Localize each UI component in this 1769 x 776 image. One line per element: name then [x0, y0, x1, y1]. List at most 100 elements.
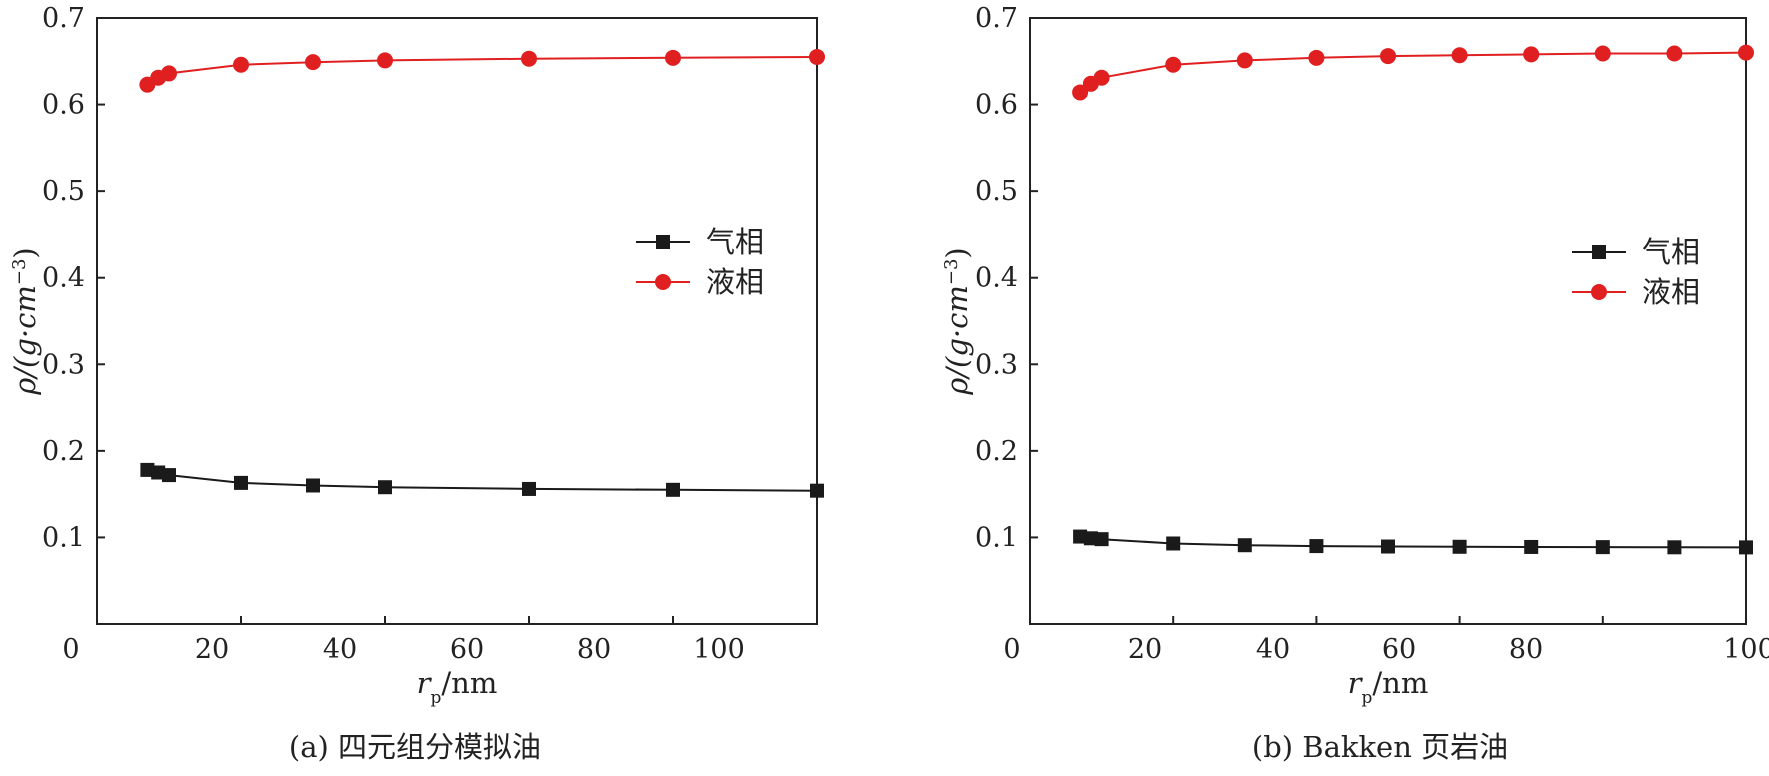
data-point-liquid	[1738, 44, 1754, 61]
y-axis-ticks: 0.1 0.2 0.3 0.4 0.5 0.6 0.7	[42, 3, 105, 553]
x-tick-label: 100	[1723, 634, 1769, 665]
legend: 气相 液相	[636, 225, 764, 299]
data-point-gas	[162, 468, 176, 483]
plot-frame	[96, 17, 818, 625]
series-line-liquid	[1079, 51, 1747, 94]
legend-marker-gas	[656, 235, 670, 249]
data-point-gas	[306, 478, 320, 493]
legend-marker-liquid	[1591, 284, 1607, 300]
x-axis-label: rp/nm	[1348, 666, 1429, 708]
data-point-gas	[1595, 540, 1610, 555]
y-tick-label: 0.3	[975, 349, 1018, 380]
data-point-liquid	[809, 48, 825, 65]
x-tick-label: 40	[323, 634, 357, 665]
y-tick-label: 0.4	[42, 263, 85, 294]
y-tick-label: 0.6	[42, 90, 85, 121]
y-tick-label: 0.1	[42, 522, 85, 553]
x-tick-label: 80	[1509, 634, 1543, 665]
y-axis-label-close: )	[940, 247, 974, 258]
x-tick-label: 20	[195, 634, 229, 665]
y-axis-ticks: 0.1 0.2 0.3 0.4 0.5 0.6 0.7	[975, 3, 1038, 553]
y-axis-label-sup: −3	[941, 259, 962, 286]
data-point-gas	[1166, 536, 1181, 551]
data-point-gas	[1381, 539, 1395, 554]
plot-frame	[1029, 17, 1747, 625]
data-point-gas	[1309, 539, 1324, 554]
data-point-liquid	[233, 56, 249, 73]
data-point-liquid	[161, 65, 177, 82]
x-tick-label: 0	[62, 634, 79, 665]
y-axis-label-text: ρ/(g·cm	[8, 285, 42, 396]
x-tick-label: 60	[1382, 634, 1416, 665]
y-tick-label: 0.6	[975, 90, 1018, 121]
y-tick-label: 0.3	[42, 349, 85, 380]
data-point-liquid	[1236, 52, 1253, 69]
legend-marker-gas	[1592, 245, 1606, 259]
data-point-gas	[234, 475, 248, 490]
x-axis-label: rp/nm	[417, 666, 498, 708]
data-point-liquid	[1380, 48, 1396, 65]
panel-caption: (b) Bakken 页岩油	[1252, 730, 1508, 764]
y-axis-label-sup: −3	[9, 259, 30, 286]
data-point-liquid	[1072, 84, 1089, 101]
x-axis-label-unit: /nm	[1372, 666, 1428, 700]
x-axis-label-unit: /nm	[441, 666, 497, 700]
data-point-gas	[810, 483, 824, 498]
panel-caption: (a) 四元组分模拟油	[289, 730, 541, 764]
data-point-liquid	[1523, 46, 1540, 63]
data-point-liquid	[1666, 45, 1683, 62]
legend-label-liquid: 液相	[706, 265, 764, 299]
x-axis-label-sub: p	[431, 688, 442, 708]
data-point-gas	[1083, 531, 1098, 546]
data-point-liquid	[377, 52, 393, 69]
x-axis-label-var: r	[417, 666, 433, 700]
data-point-gas	[140, 462, 155, 477]
x-tick-label: 40	[1256, 634, 1290, 665]
legend-marker-liquid	[655, 274, 671, 290]
x-tick-label: 20	[1128, 634, 1162, 665]
x-axis-label-sub: p	[1362, 688, 1373, 708]
y-tick-label: 0.4	[975, 263, 1018, 294]
data-point-gas	[151, 465, 166, 480]
y-tick-label: 0.1	[975, 522, 1018, 553]
y-tick-label: 0.2	[975, 436, 1018, 467]
data-point-gas	[1452, 539, 1467, 554]
data-point-gas	[378, 480, 392, 495]
data-point-gas	[1073, 529, 1088, 544]
y-tick-label: 0.5	[42, 176, 85, 207]
y-axis-label-text: ρ/(g·cm	[940, 285, 974, 396]
y-tick-label: 0.5	[975, 176, 1018, 207]
y-axis-label: ρ/(g·cm−3)	[8, 247, 42, 396]
x-tick-label: 100	[693, 634, 745, 665]
legend: 气相 液相	[1572, 235, 1700, 309]
data-point-gas	[1094, 532, 1109, 547]
legend-label-gas: 气相	[1642, 235, 1700, 269]
y-tick-label: 0.7	[975, 3, 1018, 34]
y-tick-label: 0.7	[42, 3, 85, 34]
x-tick-label: 0	[1003, 634, 1020, 665]
legend-label-liquid: 液相	[1642, 275, 1700, 309]
data-point-liquid	[305, 54, 321, 71]
data-point-gas	[1524, 539, 1539, 554]
chart-panel-b: 0 20 40 60 80 100 0.1 0.2 0.3 0.4 0.5 0.6 0.7 ρ/(g·…	[940, 3, 1769, 764]
data-point-liquid	[1308, 49, 1325, 66]
data-point-liquid	[665, 49, 681, 66]
data-point-liquid	[521, 50, 537, 67]
chart-panel-a: 0 20 40 60 80 100 0.1 0.2 0.3 0.4 0.5 0.6 0.7 ρ/(g·…	[8, 3, 825, 764]
data-point-gas	[1237, 538, 1252, 553]
data-point-liquid	[1093, 69, 1110, 86]
legend-label-gas: 气相	[706, 225, 764, 259]
series-layer	[1072, 44, 1754, 555]
data-point-liquid	[1594, 45, 1611, 62]
x-axis-ticks: 0 20 40 60 80 100	[1003, 616, 1769, 665]
x-tick-label: 80	[577, 634, 611, 665]
x-axis-ticks: 0 20 40 60 80 100	[62, 616, 745, 665]
data-point-gas	[522, 481, 536, 496]
data-point-gas	[666, 482, 680, 497]
series-layer	[139, 48, 825, 498]
x-tick-label: 60	[450, 634, 484, 665]
data-point-gas	[1667, 540, 1682, 555]
data-point-liquid	[1165, 56, 1182, 73]
x-axis-label-var: r	[1348, 666, 1364, 700]
